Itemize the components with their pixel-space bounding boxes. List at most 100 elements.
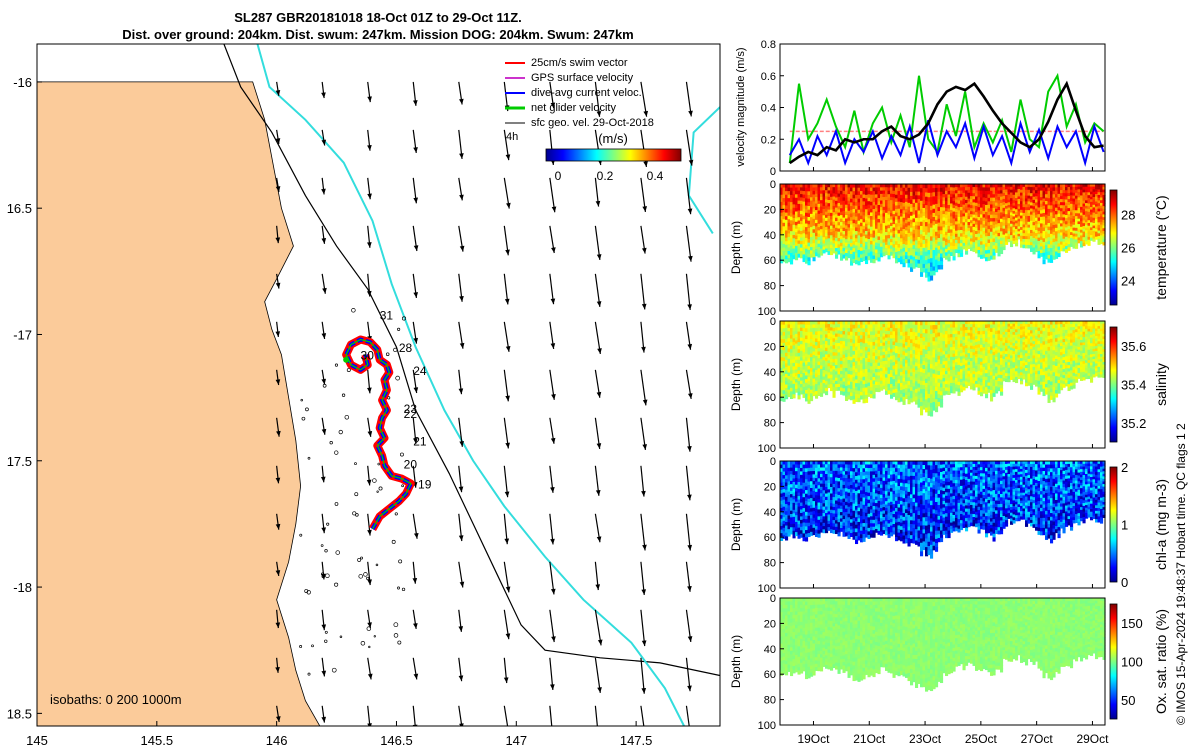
section-cell bbox=[995, 236, 999, 241]
section-cell bbox=[1072, 230, 1076, 235]
section-cell bbox=[807, 213, 811, 218]
section-cell bbox=[810, 349, 814, 355]
section-cell bbox=[807, 324, 811, 330]
section-cell bbox=[1087, 192, 1091, 196]
section-cell bbox=[922, 381, 926, 386]
section-cell bbox=[1057, 213, 1061, 218]
current-arrow-head bbox=[458, 388, 464, 395]
section-cell bbox=[870, 380, 874, 385]
section-cell bbox=[850, 242, 854, 248]
section-cell bbox=[907, 399, 911, 405]
section-cell bbox=[1102, 200, 1106, 204]
section-cell bbox=[1020, 224, 1024, 228]
section-cell bbox=[907, 366, 911, 371]
section-cell bbox=[1087, 211, 1091, 216]
section-cell bbox=[875, 228, 879, 233]
section-cell bbox=[912, 375, 916, 380]
section-cell bbox=[837, 368, 841, 372]
section-cell bbox=[1077, 237, 1081, 241]
section-cell bbox=[1082, 203, 1086, 207]
section-cell bbox=[1070, 240, 1074, 245]
section-cell bbox=[965, 378, 969, 383]
section-cell bbox=[895, 205, 899, 210]
section-cell bbox=[885, 374, 889, 379]
section-cell bbox=[987, 232, 991, 237]
section-cell bbox=[907, 343, 911, 348]
section-cell bbox=[785, 356, 789, 361]
section-cell bbox=[885, 360, 889, 365]
section-cell bbox=[822, 230, 826, 235]
section-cell bbox=[1052, 231, 1056, 236]
section-cell bbox=[1102, 233, 1106, 238]
section-cell bbox=[945, 344, 949, 349]
section-cell bbox=[827, 366, 831, 370]
section-cell bbox=[862, 324, 866, 330]
section-cell bbox=[995, 187, 999, 191]
section-cell bbox=[932, 250, 936, 255]
section-cell bbox=[845, 201, 849, 206]
section-cell bbox=[1030, 208, 1034, 213]
section-cell bbox=[790, 223, 794, 229]
section-cell bbox=[887, 255, 891, 260]
section-cell bbox=[932, 217, 936, 222]
section-cell bbox=[862, 194, 866, 199]
current-arrow-head bbox=[595, 490, 601, 496]
section-cell bbox=[1017, 223, 1021, 227]
section-cell bbox=[867, 331, 871, 336]
section-cell bbox=[942, 197, 946, 202]
section-cell bbox=[1045, 200, 1049, 205]
section-cell bbox=[987, 242, 991, 248]
current-arrow-head bbox=[687, 685, 692, 692]
section-cell bbox=[970, 193, 974, 197]
section-cell bbox=[962, 330, 966, 335]
section-cell bbox=[880, 200, 884, 205]
section-cell bbox=[947, 381, 951, 385]
section-cell bbox=[957, 223, 961, 228]
section-cell bbox=[815, 328, 819, 333]
section-cell bbox=[960, 223, 964, 228]
section-cell bbox=[1087, 184, 1091, 188]
section-cell bbox=[862, 190, 866, 196]
section-cell bbox=[912, 361, 916, 366]
current-arrow bbox=[594, 657, 601, 693]
current-arrow-head bbox=[459, 581, 465, 588]
section-cell bbox=[832, 243, 836, 248]
section-cell bbox=[830, 206, 834, 211]
section-cell bbox=[840, 222, 844, 227]
section-cell bbox=[960, 236, 964, 241]
section-cell bbox=[962, 216, 966, 220]
section-cell bbox=[912, 342, 916, 348]
section-cell bbox=[800, 210, 804, 215]
section-cell bbox=[1080, 201, 1084, 205]
section-cell bbox=[850, 378, 854, 383]
section-cell bbox=[992, 218, 996, 223]
section-cell bbox=[902, 191, 906, 196]
section-cell bbox=[900, 368, 904, 373]
section-cell bbox=[1102, 203, 1106, 207]
section-cell bbox=[857, 339, 861, 344]
section-cell bbox=[782, 194, 786, 199]
section-cell bbox=[890, 219, 894, 224]
section-cell bbox=[862, 204, 866, 209]
section-cell bbox=[872, 327, 876, 333]
section-cell bbox=[1057, 220, 1061, 225]
section-cell bbox=[955, 384, 959, 389]
section-cell bbox=[812, 239, 816, 244]
section-cell bbox=[867, 211, 871, 216]
section-cell bbox=[1080, 198, 1084, 202]
section-cell bbox=[817, 385, 821, 390]
section-cell bbox=[852, 216, 856, 221]
section-cell bbox=[1070, 201, 1074, 205]
section-cell bbox=[987, 218, 991, 223]
section-cell bbox=[1030, 245, 1034, 249]
section-cell bbox=[847, 328, 851, 333]
section-cell bbox=[965, 351, 969, 355]
section-cell bbox=[862, 387, 866, 393]
section-cell bbox=[1060, 223, 1064, 227]
section-cell bbox=[887, 350, 891, 355]
section-cell bbox=[865, 209, 869, 214]
section-cell bbox=[912, 203, 916, 208]
section-cell bbox=[840, 374, 844, 379]
section-cell bbox=[1002, 234, 1006, 239]
velocity-ylabel: velocity magnitude (m/s) bbox=[735, 47, 747, 166]
